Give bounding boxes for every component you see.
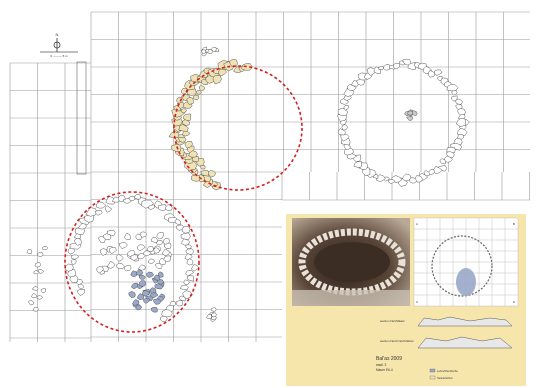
inset-corner-b: B: [513, 222, 515, 226]
section-label-1: section North/East: [380, 319, 405, 323]
inset-legend: Lehm/Ofen/Asche Steine/Schutt: [429, 368, 458, 380]
inset-corner-a: A: [416, 222, 418, 226]
scale-bar-label: 0 ——— 5 m: [50, 54, 68, 58]
excavation-grid: [9, 11, 530, 342]
excavation-photo: [292, 218, 410, 306]
dashed-circle-upper: [173, 65, 303, 191]
inset-line-3: Mauer E6-4: [376, 368, 393, 372]
inset-corner-c: C: [416, 300, 419, 304]
section-profiles: section North/East section North North/W…: [380, 316, 513, 349]
north-arrow-icon: N: [53, 32, 61, 52]
inset-panel: A B C D section North/East section North…: [286, 214, 526, 386]
legend-2: Steine/Schutt: [437, 376, 453, 380]
inset-mini-plan: A B C D: [413, 217, 519, 307]
scale-bar: 0 ——— 5 m: [40, 51, 78, 58]
inset-line-2: eastl. 3: [376, 363, 387, 367]
dashed-circle-lower: [64, 191, 200, 333]
north-label: N: [56, 32, 59, 37]
stone-features: [26, 46, 470, 323]
inset-corner-d: D: [513, 300, 516, 304]
legend-1: Lehm/Ofen/Asche: [437, 369, 458, 373]
inset-title: Bal'as 2009: [376, 356, 402, 362]
inset-title-block: Bal'as 2009 eastl. 3 Mauer E6-4: [376, 356, 402, 372]
section-label-2: section North North/West: [380, 339, 414, 343]
wall-trench: [76, 61, 87, 175]
